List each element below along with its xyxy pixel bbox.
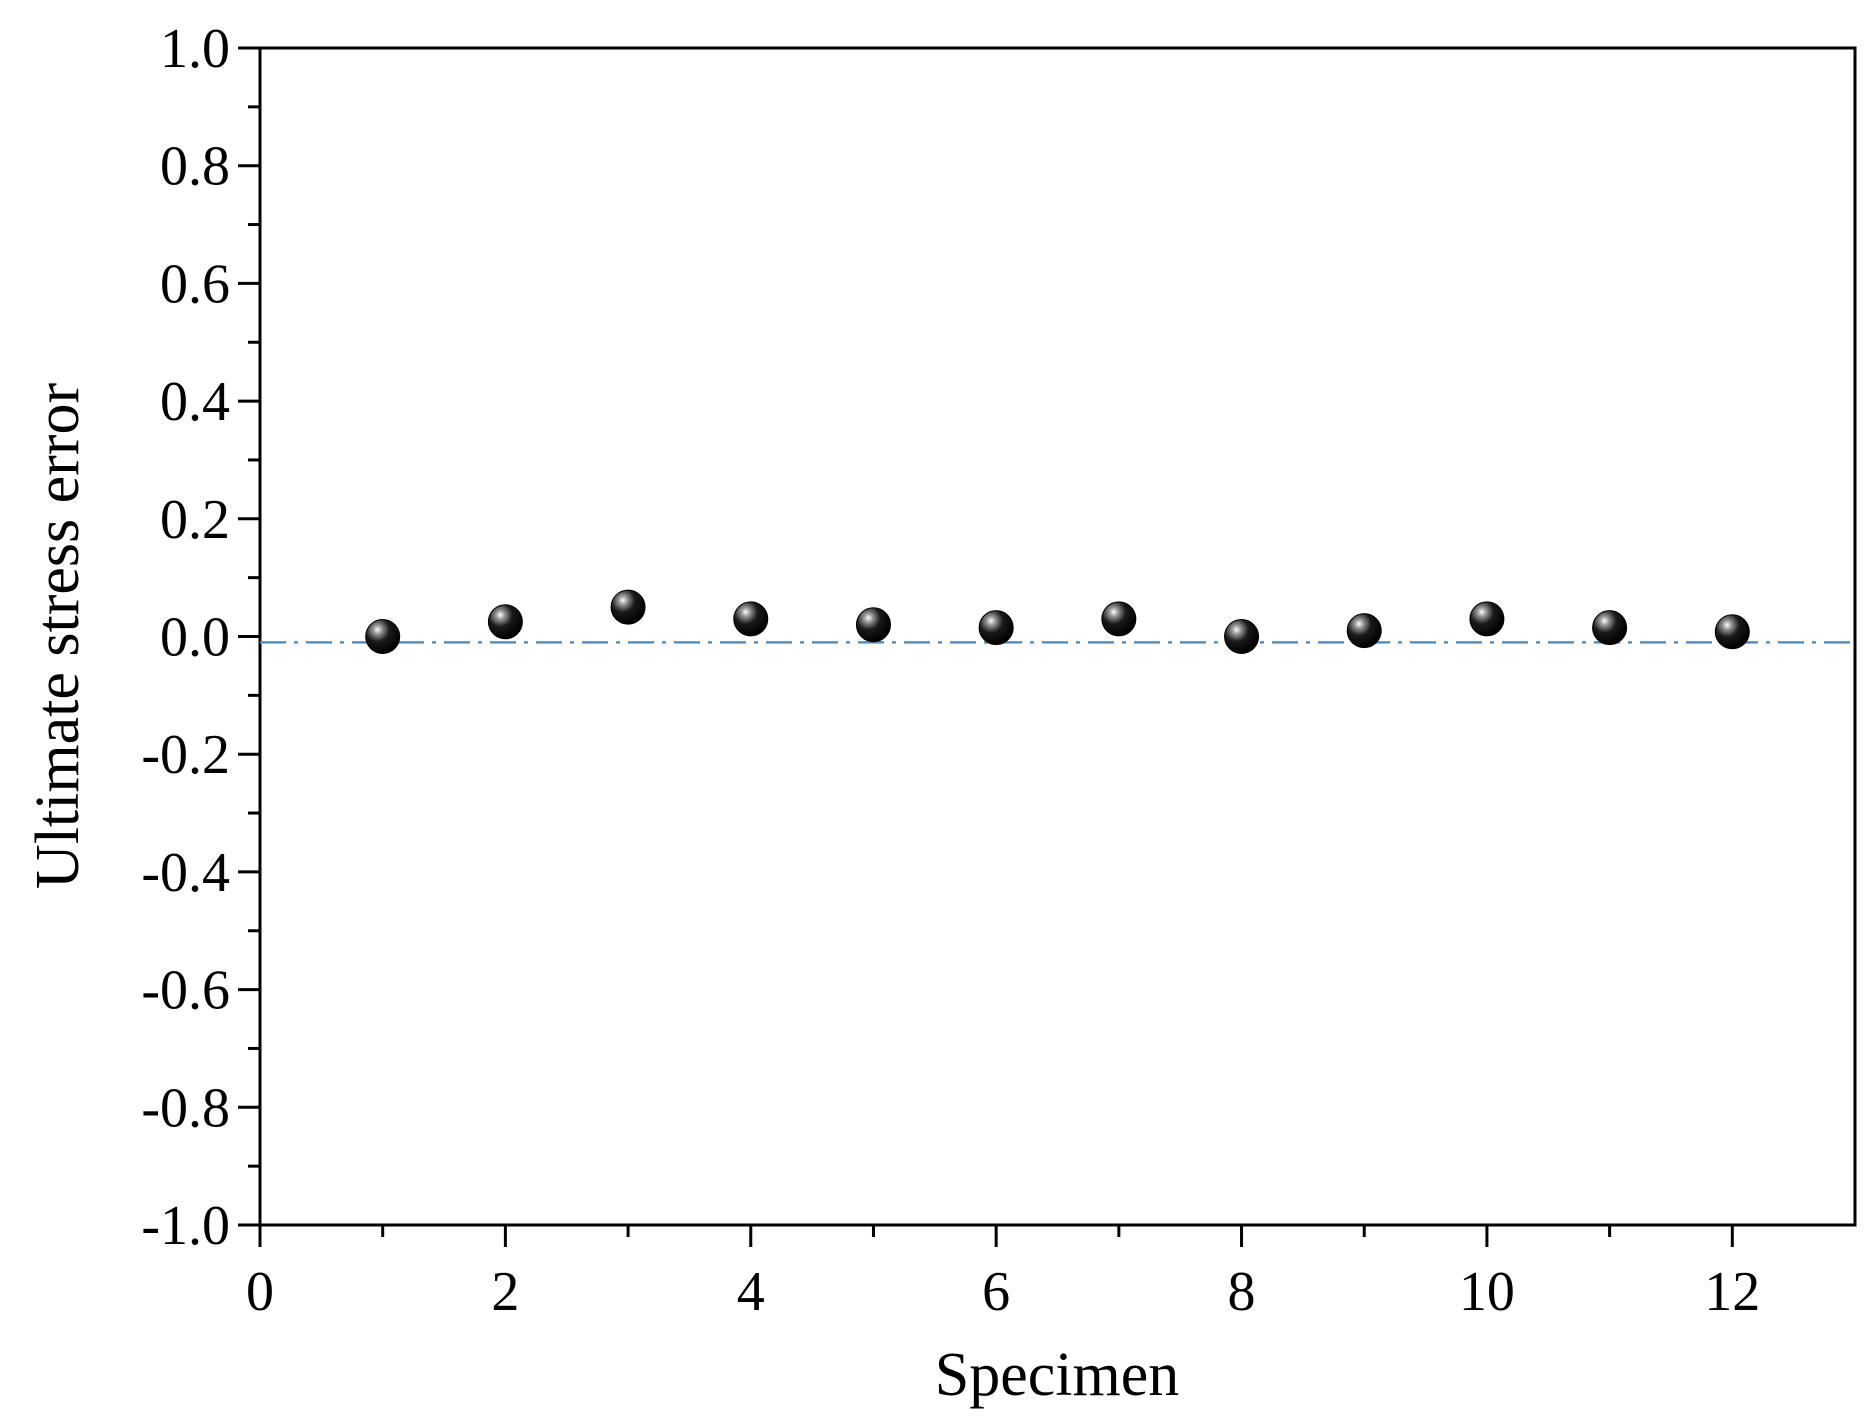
y-tick-label: -1.0 (141, 1195, 230, 1257)
y-tick-label: 0.0 (160, 607, 230, 669)
x-tick-label: 12 (1704, 1261, 1760, 1323)
data-point (855, 607, 891, 643)
x-tick-label: 8 (1228, 1261, 1256, 1323)
data-point (1346, 613, 1382, 649)
ticks-layer: 1.0 0.8 0.6 0.4 0.2 0.0 -0.2 -0.4 -0.6 -0.8 -1.0 0 2… (141, 18, 1760, 1323)
data-point (1592, 610, 1628, 646)
data-point (1101, 601, 1137, 637)
y-tick-label: -0.8 (141, 1077, 230, 1139)
data-point (365, 619, 401, 654)
data-point (1224, 619, 1260, 654)
x-tick-label: 6 (982, 1261, 1010, 1323)
data-point (1714, 614, 1750, 650)
x-tick-label: 0 (246, 1261, 274, 1323)
y-tick-label: -0.4 (141, 842, 230, 904)
y-tick-label: 1.0 (160, 18, 230, 80)
data-point (978, 610, 1014, 646)
data-points-layer (365, 589, 1750, 654)
x-tick-label: 10 (1459, 1261, 1515, 1323)
x-axis-title: Specimen (935, 1341, 1180, 1409)
y-tick-label: 0.2 (160, 489, 230, 551)
data-point (487, 604, 523, 640)
x-tick-label: 2 (491, 1261, 519, 1323)
y-tick-label: -0.2 (141, 724, 230, 786)
y-tick-label: 0.6 (160, 253, 230, 315)
y-tick-label: -0.6 (141, 960, 230, 1022)
data-point (733, 601, 769, 637)
data-point (610, 589, 646, 625)
data-point (1469, 601, 1505, 637)
x-tick-label: 4 (737, 1261, 765, 1323)
y-tick-label: 0.8 (160, 136, 230, 198)
y-axis-title: Ultimate stress error (24, 383, 92, 890)
y-tick-label: 0.4 (160, 371, 230, 433)
